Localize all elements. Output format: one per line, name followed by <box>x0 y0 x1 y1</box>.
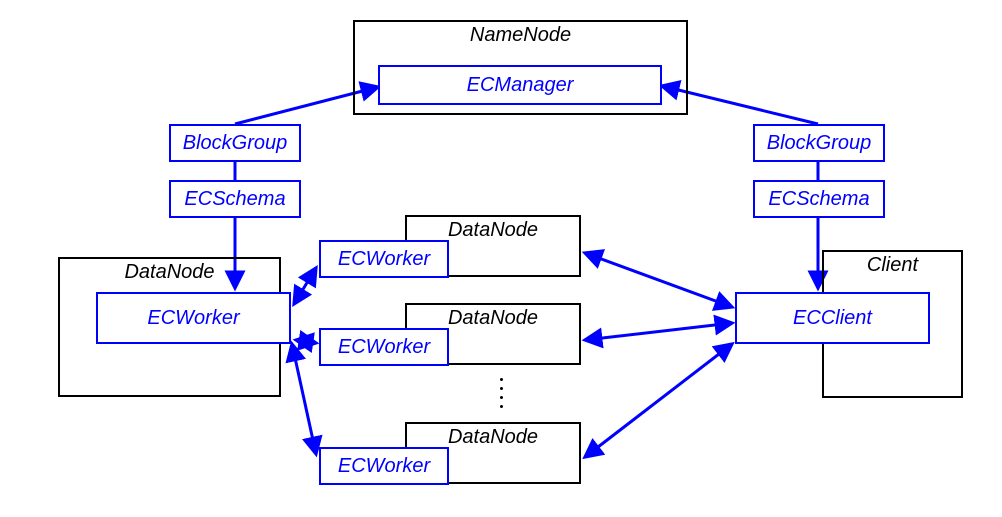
ecclient-box: ECClient <box>735 292 930 344</box>
ecmanager-label: ECManager <box>467 74 574 97</box>
datanode-left-label: DataNode <box>60 261 279 284</box>
ecworker-left-label: ECWorker <box>147 307 239 330</box>
dot-icon <box>500 387 503 390</box>
blockgroup-left-box: BlockGroup <box>169 124 301 162</box>
ecschema-left-label: ECSchema <box>184 188 285 211</box>
ecworker-mid2-label: ECWorker <box>338 336 430 359</box>
ecmanager-box: ECManager <box>378 65 662 105</box>
ecworker-mid3-label: ECWorker <box>338 455 430 478</box>
ecworker-mid1-label: ECWorker <box>338 248 430 271</box>
edge <box>585 323 732 340</box>
dot-icon <box>500 405 503 408</box>
edge <box>294 268 316 304</box>
vertical-ellipsis <box>500 378 503 408</box>
ecschema-left-box: ECSchema <box>169 180 301 218</box>
namenode-label: NameNode <box>355 24 686 47</box>
client-label: Client <box>824 254 961 277</box>
ecschema-right-label: ECSchema <box>768 188 869 211</box>
edge <box>292 344 316 454</box>
edge <box>585 344 732 457</box>
datanode-mid1-label: DataNode <box>407 219 579 242</box>
blockgroup-right-box: BlockGroup <box>753 124 885 162</box>
ecclient-label: ECClient <box>793 307 872 330</box>
ecworker-mid3-box: ECWorker <box>319 447 449 485</box>
datanode-mid3-label: DataNode <box>407 426 579 449</box>
blockgroup-right-label: BlockGroup <box>767 132 872 155</box>
dot-icon <box>500 396 503 399</box>
datanode-mid2-label: DataNode <box>407 307 579 330</box>
edge <box>585 253 732 307</box>
blockgroup-left-label: BlockGroup <box>183 132 288 155</box>
ecschema-right-box: ECSchema <box>753 180 885 218</box>
ecworker-left-box: ECWorker <box>96 292 291 344</box>
ecworker-mid1-box: ECWorker <box>319 240 449 278</box>
edge <box>296 340 316 343</box>
dot-icon <box>500 378 503 381</box>
ecworker-mid2-box: ECWorker <box>319 328 449 366</box>
